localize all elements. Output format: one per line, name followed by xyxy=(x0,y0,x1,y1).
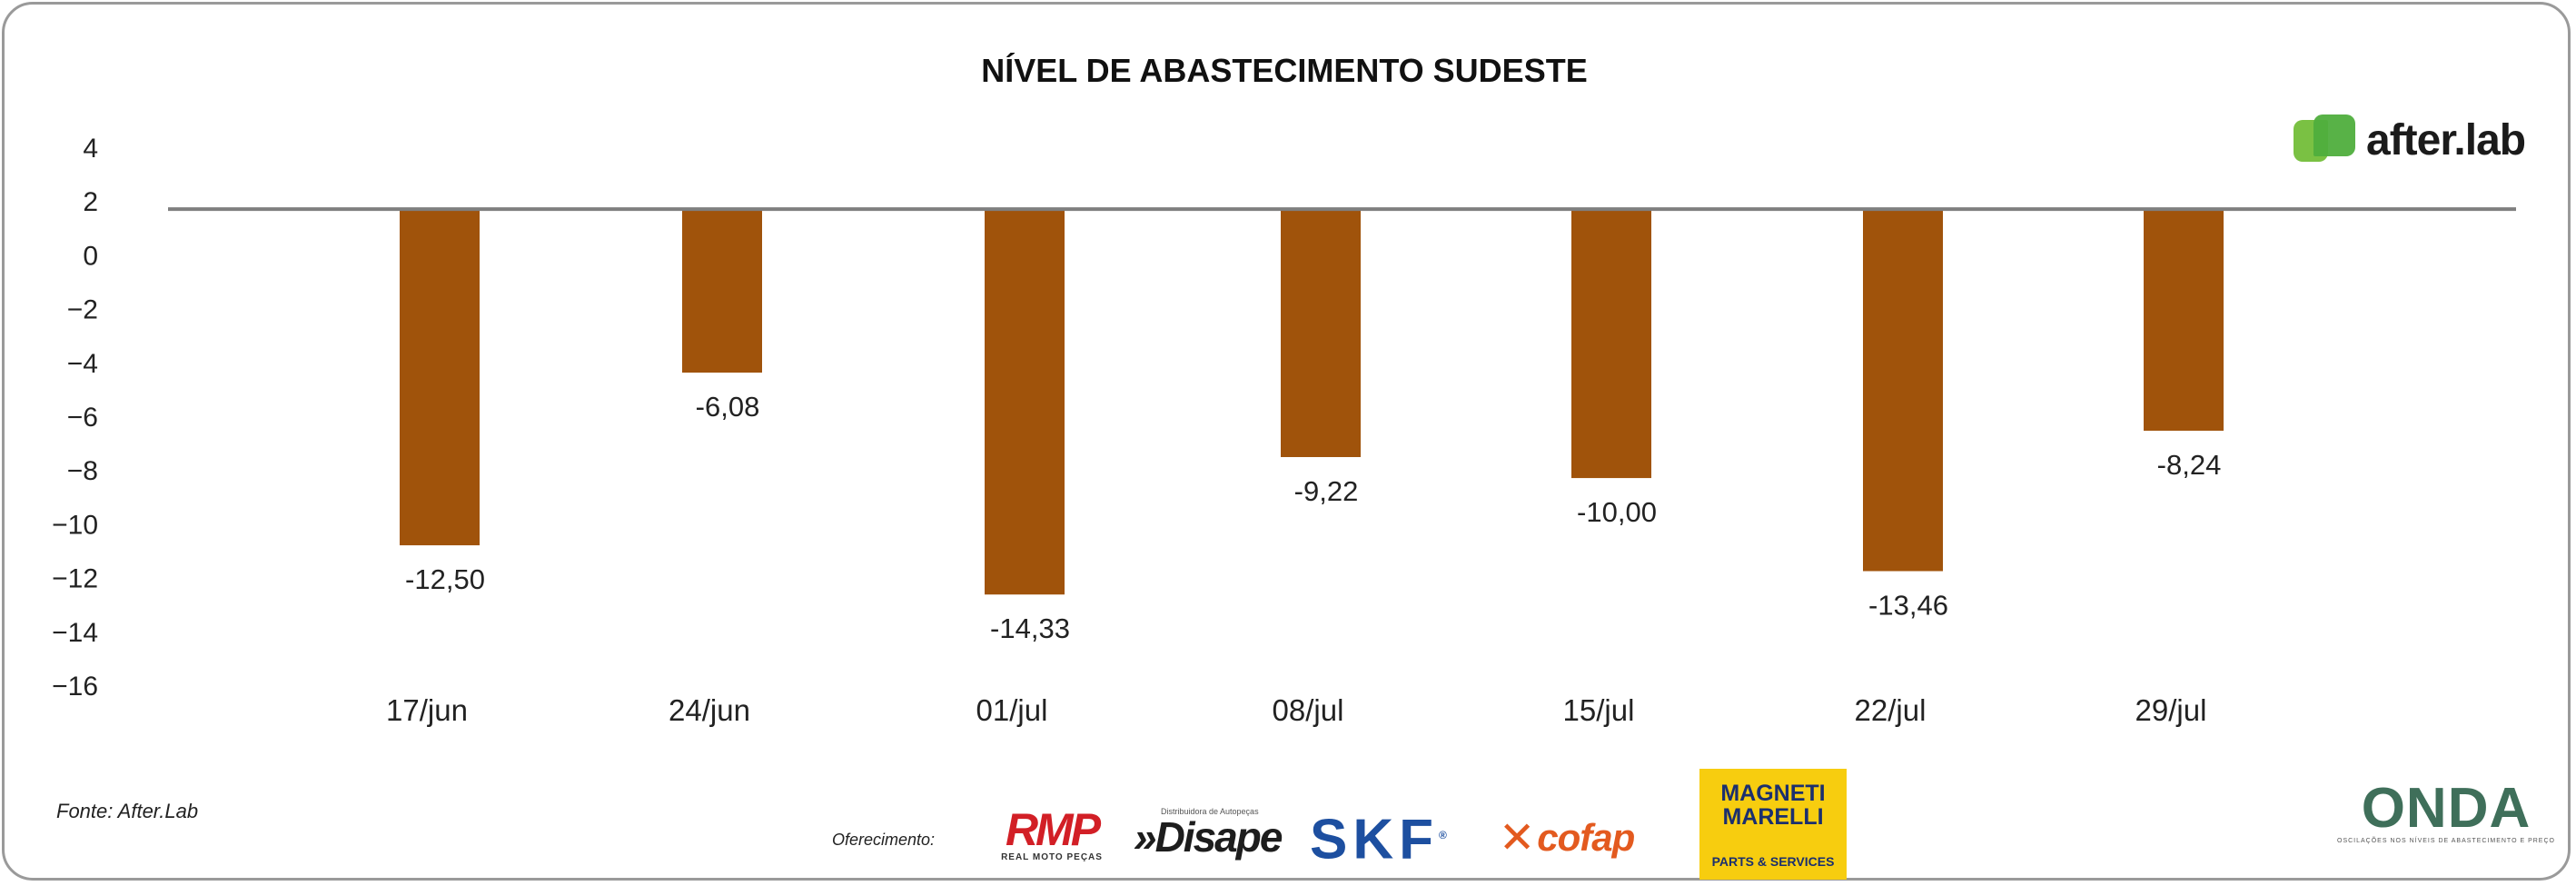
after-lab-logo: after.lab xyxy=(2294,114,2526,165)
cofap-logo: ✕ cofap xyxy=(1499,814,1635,862)
x-tick-label: 22/jul xyxy=(1855,693,1927,727)
bar xyxy=(985,209,1065,595)
magneti-marelli-logo: MAGNETI MARELLI PARTS & SERVICES xyxy=(1699,769,1847,880)
bar xyxy=(400,209,480,546)
chart-title: NÍVEL DE ABASTECIMENTO SUDESTE xyxy=(981,52,1587,89)
x-tick-label: 17/jun xyxy=(386,693,468,727)
bar xyxy=(682,209,762,373)
y-tick-label: −16 xyxy=(52,672,98,702)
x-tick-label: 15/jul xyxy=(1563,693,1635,727)
y-tick-label: 4 xyxy=(83,134,98,164)
x-tick-label: 01/jul xyxy=(976,693,1048,727)
y-tick-label: −10 xyxy=(52,510,98,540)
bar xyxy=(2144,209,2224,431)
bar xyxy=(1281,209,1361,457)
data-label: -10,00 xyxy=(1577,496,1657,528)
x-tick-label: 29/jul xyxy=(2135,693,2207,727)
data-labels: -12,50 -6,08 -14,33 -9,22 -10,00 -13,46 -8,24 xyxy=(405,391,2221,644)
y-tick-label: −2 xyxy=(67,295,98,325)
bars xyxy=(400,209,2224,595)
data-label: -12,50 xyxy=(405,563,485,595)
y-tick-label: 2 xyxy=(83,187,98,217)
data-label: -14,33 xyxy=(990,612,1070,644)
x-tick-label: 24/jun xyxy=(669,693,750,727)
y-tick-label: −12 xyxy=(52,564,98,594)
y-tick-label: −4 xyxy=(67,349,98,379)
y-tick-label: −8 xyxy=(67,456,98,486)
data-label: -8,24 xyxy=(2157,449,2222,481)
sponsored-by-label: Oferecimento: xyxy=(832,831,936,849)
bar xyxy=(1571,209,1651,479)
data-label: -13,46 xyxy=(1868,589,1948,621)
cofap-logo-icon: ✕ xyxy=(1499,814,1536,862)
x-axis: 17/jun 24/jun 01/jul 08/jul 15/jul 22/jul 29/j… xyxy=(386,693,2206,727)
onda-logo: ONDA OSCILAÇÕES NOS NÍVEIS DE ABASTECIME… xyxy=(2337,777,2555,845)
y-axis: 4 2 0 −2 −4 −6 −8 −10 −12 −14 −16 xyxy=(52,134,98,702)
source-label: Fonte: After.Lab xyxy=(56,800,199,822)
after-lab-logo-text: after.lab xyxy=(2366,115,2526,164)
disape-logo: Distribuidora de Autopeças »Disape xyxy=(1134,807,1283,861)
rmp-logo: RMP REAL MOTO PEÇAS xyxy=(1001,804,1103,862)
y-tick-label: −14 xyxy=(52,618,98,648)
after-lab-logo-icon xyxy=(2294,114,2359,165)
x-tick-label: 08/jul xyxy=(1273,693,1344,727)
y-tick-label: 0 xyxy=(83,241,98,271)
skf-logo: SKF® xyxy=(1310,808,1447,871)
bar xyxy=(1863,209,1943,572)
y-tick-label: −6 xyxy=(67,403,98,433)
data-label: -6,08 xyxy=(696,391,760,423)
data-label: -9,22 xyxy=(1294,475,1359,507)
